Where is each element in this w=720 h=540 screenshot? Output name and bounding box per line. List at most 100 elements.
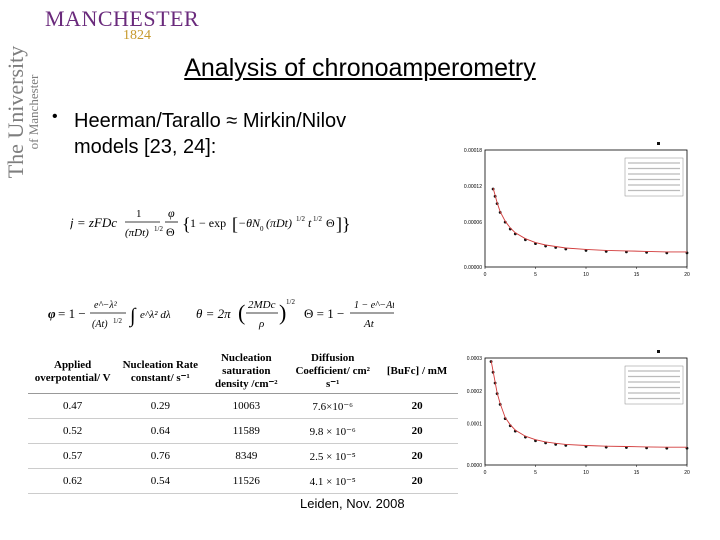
table-row: 0.47 0.29 10063 7.6×10⁻⁶ 20 [28,393,458,419]
svg-text:φ: φ [48,306,56,321]
svg-text:Θ = 1 −: Θ = 1 − [304,306,344,321]
svg-text:1/2: 1/2 [113,317,122,325]
footer-text: Leiden, Nov. 2008 [300,496,405,511]
svg-text:1/2: 1/2 [154,225,163,233]
cell-overpotential: 0.57 [28,443,118,469]
chart-1: 0.00018 0.00012 0.00006 0.00000 0 5 10 15 20 [455,140,695,285]
x-tick-label: 15 [634,272,640,278]
results-table: Applied overpotential/ V Nucleation Rate… [28,350,458,494]
slide-title: Analysis of chronoamperometry [184,54,536,82]
cell-rate-constant: 0.76 [117,443,204,469]
header-concentration: [BuFc] / mM [376,350,458,394]
y-tick-label: 0.00018 [464,148,482,154]
bullet-line-1: Heerman/Tarallo ≈ Mirkin/Nilov [74,110,347,132]
svg-text:1/2: 1/2 [296,215,305,223]
x-tick-label: 0 [484,272,487,278]
side-line-1: The University [3,45,28,179]
table-header-row: Applied overpotential/ V Nucleation Rate… [28,350,458,394]
svg-text:0: 0 [260,225,264,233]
cell-diffusion: 9.8 × 10⁻⁶ [289,418,377,444]
x-tick-label: 10 [583,272,589,278]
svg-text:(πDt): (πDt) [266,216,292,230]
bullet-icon: • [52,108,58,125]
svg-text:t: t [308,216,312,230]
bullet-text: Heerman/Tarallo ≈ Mirkin/Nilov models [2… [74,108,434,160]
formula-main: j = zFDc 1 (πDt) 1/2 φ Θ { 1 − exp [ −θN… [70,206,351,239]
cell-diffusion: 2.5 × 10⁻⁵ [289,443,377,469]
university-logo: MANCHESTER [45,6,200,31]
legend-marker [657,350,660,353]
cell-diffusion: 4.1 × 10⁻⁵ [289,468,377,494]
svg-text:): ) [279,300,286,325]
y-tick-label: 0.00000 [464,265,482,271]
cell-saturation-density: 8349 [203,443,290,469]
cell-diffusion: 7.6×10⁻⁶ [289,393,377,419]
x-tick-label: 5 [534,272,537,278]
x-tick-label: 10 [583,470,589,476]
x-tick-label: 5 [534,470,537,476]
svg-text:]}: ]} [336,214,351,234]
bullet-line-2: models [23, 24]: [74,136,217,158]
legend-marker [657,142,660,145]
vertical-university-name: The University of Manchester [3,27,45,197]
svg-text:1 − e^−At: 1 − e^−At [354,300,394,311]
cell-rate-constant: 0.54 [117,468,204,494]
y-tick-label: 0.00012 [464,184,482,190]
svg-text:= 1 −: = 1 − [58,306,86,321]
svg-text:φ: φ [168,206,175,220]
cell-concentration: 20 [376,393,458,419]
cell-rate-constant: 0.29 [117,393,204,419]
x-tick-label: 15 [634,470,640,476]
svg-text:(πDt): (πDt) [125,227,149,239]
formula-phi: φ = 1 − e^−λ² (At) 1/2 ∫ e^λ² dλ [48,300,171,330]
svg-text:1/2: 1/2 [313,215,322,223]
y-tick-label: 0.0001 [467,422,483,428]
cell-saturation-density: 11526 [203,468,290,494]
cell-overpotential: 0.62 [28,468,118,494]
cell-concentration: 20 [376,418,458,444]
table-row: 0.57 0.76 8349 2.5 × 10⁻⁵ 20 [28,443,458,469]
svg-text:Θ: Θ [166,225,175,239]
side-line-2: of Manchester [26,74,41,150]
fit-curve [490,360,687,448]
svg-text:2MDc: 2MDc [248,299,276,311]
formula-theta-big: Θ = 1 − 1 − e^−At At [304,300,394,330]
legend-box [624,365,684,405]
x-tick-label: 0 [484,470,487,476]
y-tick-label: 0.00006 [464,220,482,226]
fit-curve [492,187,687,253]
header-rate-constant: Nucleation Rate constant/ s⁻¹ [117,350,204,394]
svg-text:θ = 2π: θ = 2π [196,306,231,321]
logo-year: 1824 [123,28,151,43]
svg-text:j = zFDc: j = zFDc [70,215,117,230]
cell-rate-constant: 0.64 [117,418,204,444]
svg-text:e^λ² dλ: e^λ² dλ [140,309,171,321]
x-tick-label: 20 [684,470,690,476]
y-tick-label: 0.0002 [467,389,483,395]
y-tick-label: 0.0000 [467,463,483,469]
svg-text:1/2: 1/2 [286,298,295,306]
svg-text:[: [ [232,214,238,234]
cell-saturation-density: 11589 [203,418,290,444]
svg-text:(: ( [238,300,245,325]
svg-text:∫: ∫ [128,305,137,328]
svg-text:(At): (At) [92,319,108,330]
table-row: 0.52 0.64 11589 9.8 × 10⁻⁶ 20 [28,418,458,444]
legend-box [624,157,684,197]
cell-overpotential: 0.52 [28,418,118,444]
svg-text:−θN: −θN [238,216,261,230]
cell-concentration: 20 [376,443,458,469]
cell-saturation-density: 10063 [203,393,290,419]
header-overpotential: Applied overpotential/ V [28,350,118,394]
svg-text:1: 1 [136,208,142,220]
cell-overpotential: 0.47 [28,393,118,419]
svg-text:At: At [363,318,375,330]
svg-text:e^−λ²: e^−λ² [94,300,118,311]
svg-text:Θ: Θ [326,216,335,230]
svg-text:{: { [182,214,191,234]
formula-theta-small: θ = 2π ( 2MDc ρ ) 1/2 [196,298,295,330]
header-diffusion: Diffusion Coefficient/ cm² s⁻¹ [289,350,377,394]
svg-text:ρ: ρ [258,318,264,330]
table-row: 0.62 0.54 11526 4.1 × 10⁻⁵ 20 [28,468,458,494]
